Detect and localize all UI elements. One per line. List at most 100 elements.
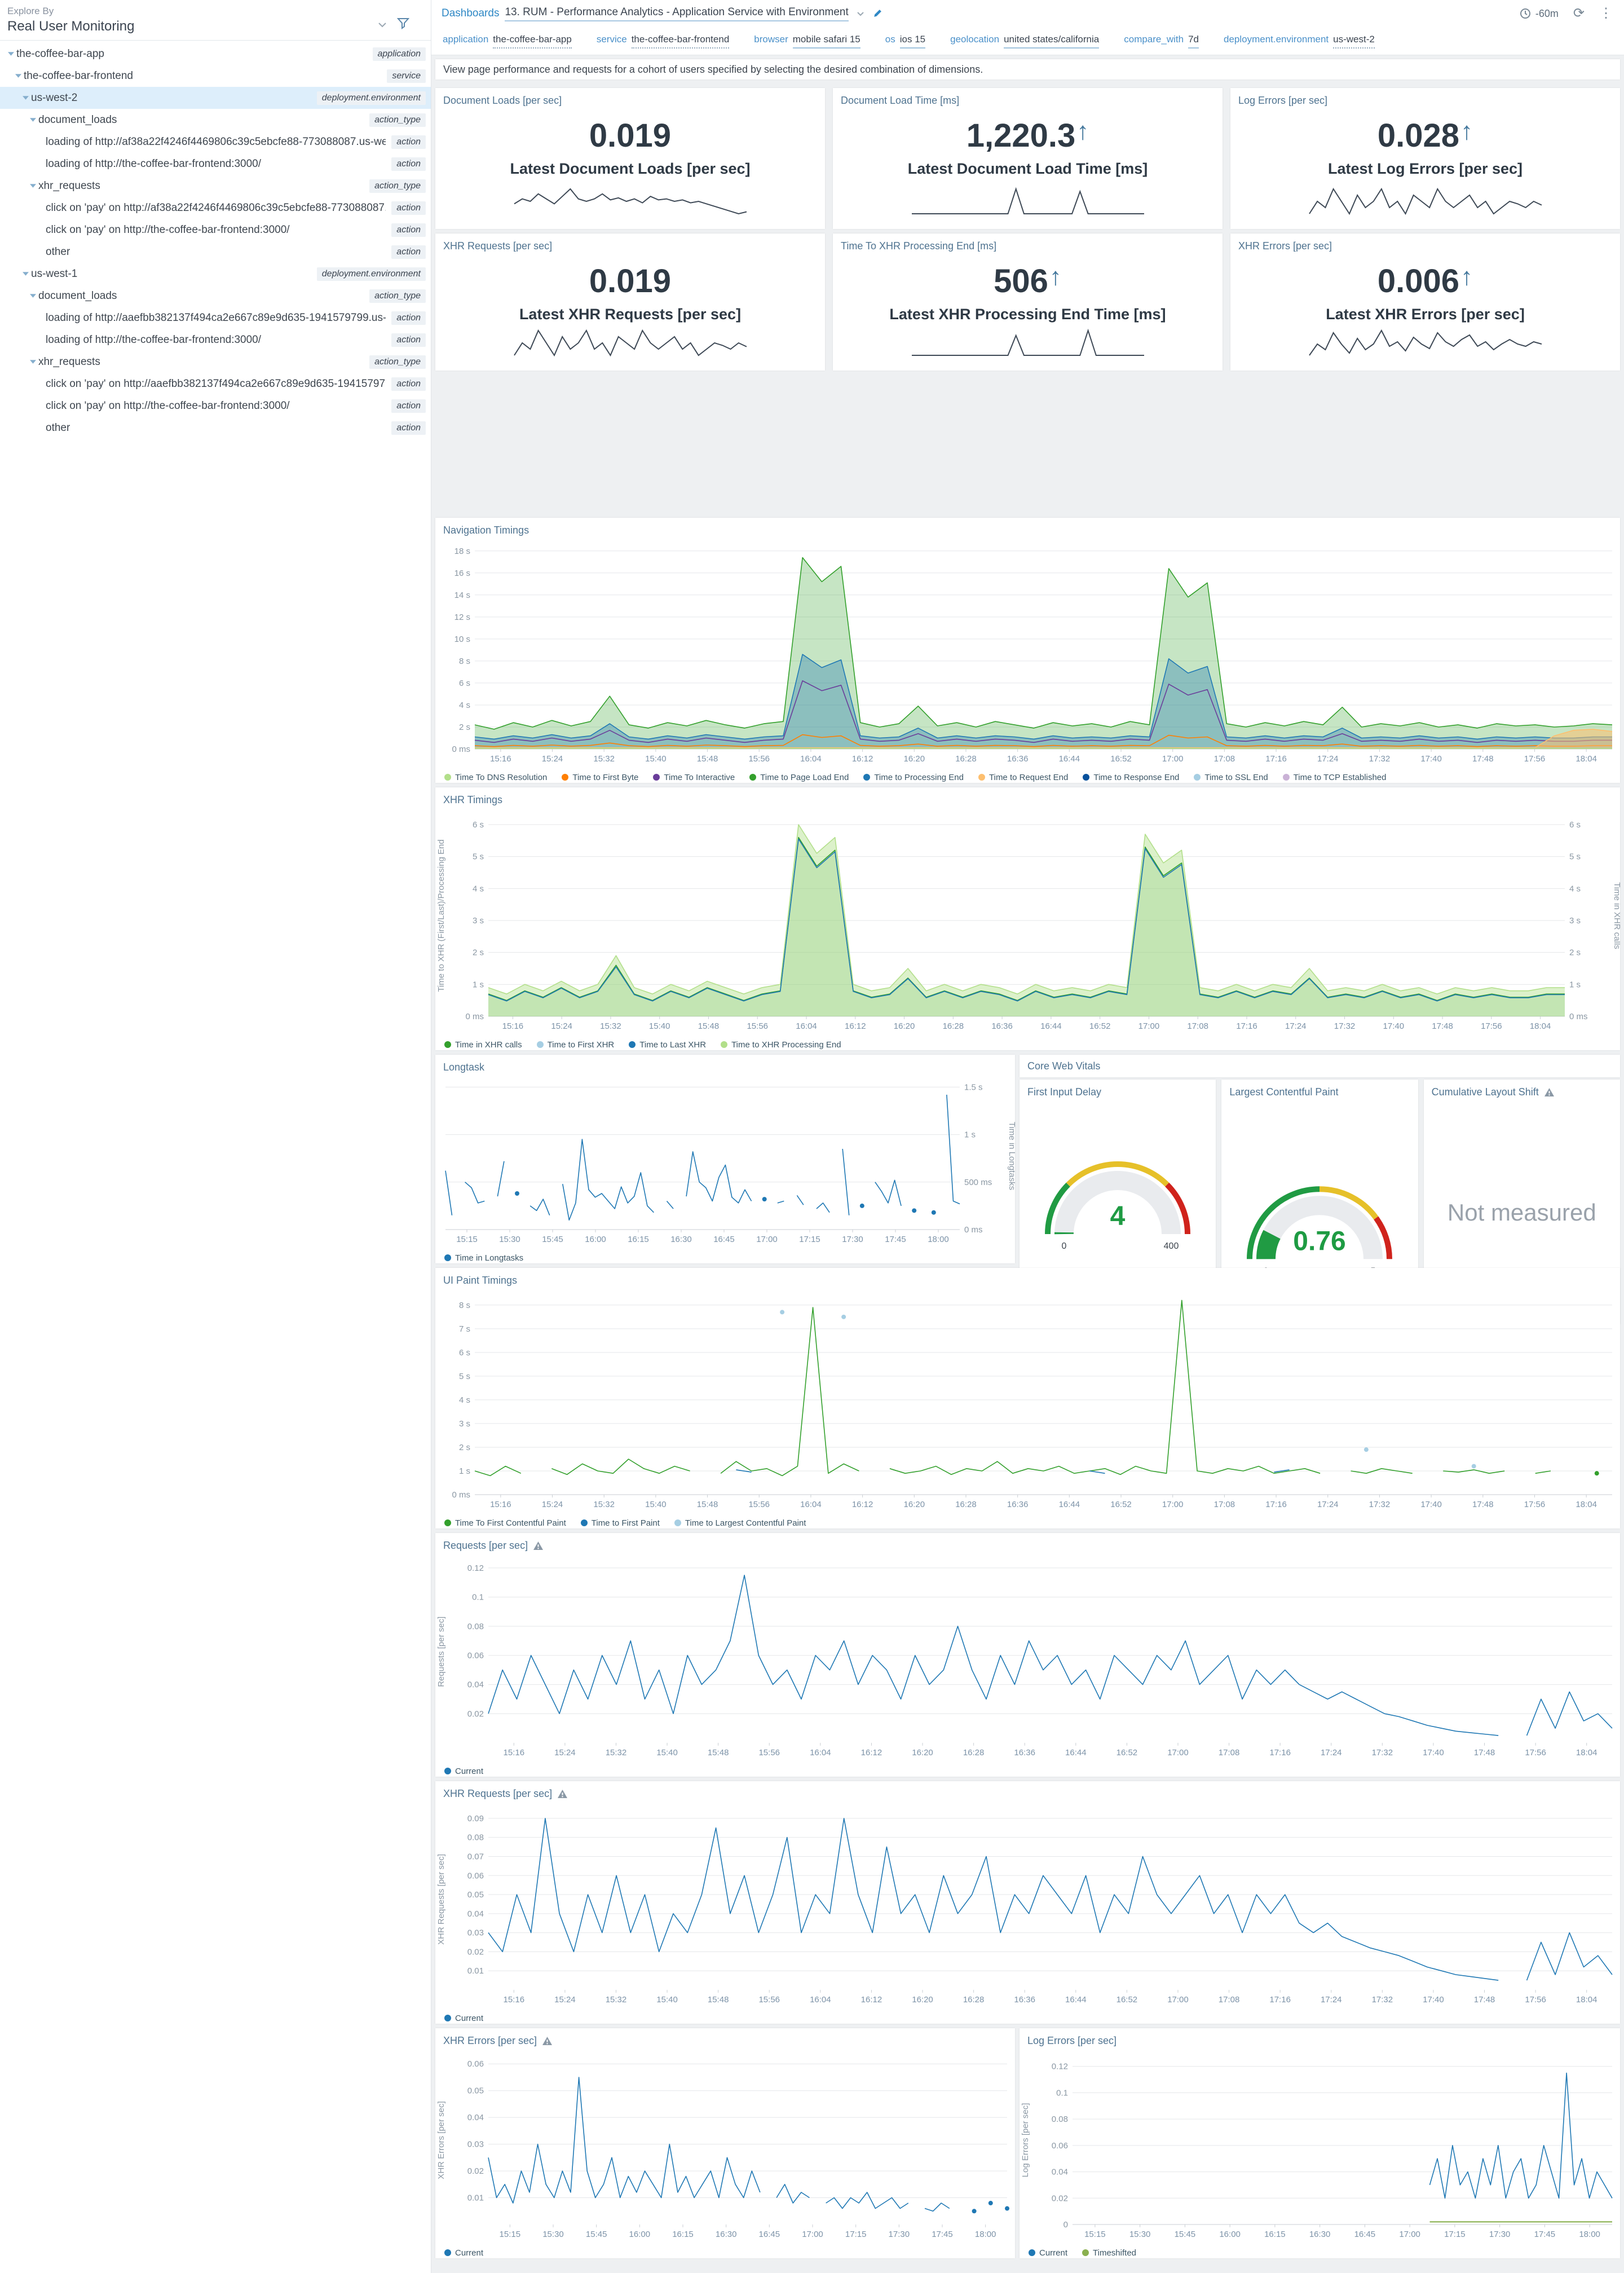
tree-item-label: xhr_requests xyxy=(38,179,100,192)
legend-label: Time to Processing End xyxy=(874,772,964,782)
tree-item[interactable]: loading of http://the-coffee-bar-fronten… xyxy=(0,329,431,351)
legend-item[interactable]: Time to Response End xyxy=(1083,773,1179,782)
breadcrumb[interactable]: Dashboards xyxy=(442,7,500,19)
svg-text:0.03: 0.03 xyxy=(467,2140,484,2149)
tree-item[interactable]: other action xyxy=(0,241,431,263)
legend-item[interactable]: Time to SSL End xyxy=(1194,773,1268,782)
caret-down-icon[interactable] xyxy=(15,74,24,78)
tree-item[interactable]: other action xyxy=(0,417,431,439)
tree-item[interactable]: document_loads action_type xyxy=(0,285,431,307)
tree-item[interactable]: us-west-1 deployment.environment xyxy=(0,263,431,285)
svg-text:0.04: 0.04 xyxy=(467,1909,484,1919)
legend-item[interactable]: Time to Last XHR xyxy=(629,1040,706,1050)
tree-item[interactable]: the-coffee-bar-frontend service xyxy=(0,65,431,87)
filter-chip-application[interactable]: application the-coffee-bar-app xyxy=(443,34,572,49)
filter-chip-compare-with[interactable]: compare_with 7d xyxy=(1124,34,1199,49)
tree-item[interactable]: xhr_requests action_type xyxy=(0,351,431,373)
legend-item[interactable]: Time to Page Load End xyxy=(749,773,849,782)
svg-text:16:52: 16:52 xyxy=(1116,1995,1138,2005)
filter-chip-service[interactable]: service the-coffee-bar-frontend xyxy=(597,34,730,49)
tree-item-label: click on 'pay' on http://the-coffee-bar-… xyxy=(46,223,290,236)
svg-text:17:40: 17:40 xyxy=(1420,754,1442,764)
edit-icon[interactable] xyxy=(872,9,882,19)
legend-item[interactable]: Time to XHR Processing End xyxy=(721,1040,841,1050)
legend-item[interactable]: Current xyxy=(444,2248,483,2258)
legend-item[interactable]: Time To Interactive xyxy=(653,773,735,782)
svg-text:12 s: 12 s xyxy=(454,613,470,622)
description-panel: View page performance and requests for a… xyxy=(435,59,1620,80)
svg-text:15:16: 15:16 xyxy=(504,1748,525,1757)
explore-by-selector[interactable]: Real User Monitoring xyxy=(7,19,135,34)
legend-item[interactable]: Current xyxy=(1029,2248,1067,2258)
tree-item[interactable]: document_loads action_type xyxy=(0,109,431,131)
caret-down-icon[interactable] xyxy=(30,294,38,298)
metric-title-text: Log Errors [per sec] xyxy=(1238,95,1328,106)
tree-item[interactable]: click on 'pay' on http://the-coffee-bar-… xyxy=(0,395,431,417)
svg-text:15:24: 15:24 xyxy=(554,1995,576,2005)
legend-item[interactable]: Time in XHR calls xyxy=(444,1040,522,1050)
legend-item[interactable]: Time to TCP Established xyxy=(1282,773,1386,782)
filter-chip-label: geolocation xyxy=(950,33,1000,45)
metric-title: Time To XHR Processing End [ms] xyxy=(833,234,1223,254)
title-chevron-down-icon[interactable] xyxy=(857,11,864,16)
chart-title: XHR Requests [per sec] xyxy=(435,1781,1620,1802)
legend-label: Time to First Paint xyxy=(591,1518,660,1528)
caret-down-icon[interactable] xyxy=(30,360,38,364)
svg-text:16:36: 16:36 xyxy=(1014,1995,1035,2005)
tree-item[interactable]: loading of http://the-coffee-bar-fronten… xyxy=(0,153,431,175)
xhr-timings-panel: XHR Timings 6 s 6 s 5 s 5 s 4 s 4 s 3 s 3 s 2 s 2 … xyxy=(435,787,1622,1050)
tree-item[interactable]: loading of http://af38a22f4246f4469806c3… xyxy=(0,131,431,153)
caret-down-icon[interactable] xyxy=(30,118,38,122)
caret-down-icon[interactable] xyxy=(23,272,31,276)
tree-item-label: click on 'pay' on http://aaefbb382137f49… xyxy=(46,377,386,390)
tree-item-label: loading of http://af38a22f4246f4469806c3… xyxy=(46,135,386,148)
filter-icon[interactable] xyxy=(396,18,410,32)
svg-text:17:56: 17:56 xyxy=(1524,754,1546,764)
refresh-icon[interactable]: ⟳ xyxy=(1573,6,1585,21)
legend-item[interactable]: Time in Longtasks xyxy=(444,1253,523,1263)
chart-legend: Time in Longtasks xyxy=(435,1249,1015,1266)
tree-item[interactable]: xhr_requests action_type xyxy=(0,175,431,197)
legend-item[interactable]: Time to First Byte xyxy=(562,773,638,782)
caret-down-icon[interactable] xyxy=(8,52,16,56)
legend-item[interactable]: Time to Request End xyxy=(978,773,1068,782)
tree-item[interactable]: loading of http://aaefbb382137f494ca2e66… xyxy=(0,307,431,329)
tree-item-badge: action xyxy=(391,223,426,237)
chart-plot: 0.12 0.1 0.08 0.06 0.04 0.02 0 Log Errors [per … xyxy=(1020,2049,1620,2244)
legend-label: Time to Largest Contentful Paint xyxy=(685,1518,806,1528)
legend-label: Time to Last XHR xyxy=(639,1039,707,1050)
svg-text:17:00: 17:00 xyxy=(1167,1748,1189,1757)
legend-item[interactable]: Time To First Contentful Paint xyxy=(444,1518,566,1528)
tree-item[interactable]: click on 'pay' on http://the-coffee-bar-… xyxy=(0,219,431,241)
legend-item[interactable]: Time to First XHR xyxy=(536,1040,614,1050)
legend-item[interactable]: Timeshifted xyxy=(1082,2248,1136,2258)
legend-item[interactable]: Time to Processing End xyxy=(863,773,964,782)
tree-item[interactable]: us-west-2 deployment.environment xyxy=(0,87,431,109)
tree-item[interactable]: the-coffee-bar-app application xyxy=(0,43,431,65)
svg-text:0.04: 0.04 xyxy=(467,1680,484,1690)
filter-chip-geolocation[interactable]: geolocation united states/california xyxy=(950,33,1100,49)
filter-chip-os[interactable]: os ios 15 xyxy=(885,34,926,49)
kebab-menu-icon[interactable]: ⋮ xyxy=(1599,6,1613,21)
tree-item-badge: deployment.environment xyxy=(316,91,426,105)
svg-text:15:56: 15:56 xyxy=(748,754,770,764)
time-range-picker[interactable]: -60m xyxy=(1520,8,1559,20)
caret-down-icon[interactable] xyxy=(30,184,38,188)
legend-item[interactable]: Time to Largest Contentful Paint xyxy=(674,1518,806,1528)
tree-item[interactable]: click on 'pay' on http://aaefbb382137f49… xyxy=(0,373,431,395)
filter-chip-browser[interactable]: browser mobile safari 15 xyxy=(754,34,860,49)
chevron-down-icon[interactable] xyxy=(378,20,387,30)
svg-text:17:56: 17:56 xyxy=(1525,1748,1546,1757)
svg-text:16:20: 16:20 xyxy=(904,754,925,764)
svg-text:16:30: 16:30 xyxy=(670,1235,692,1244)
filter-chip-deployment-environment[interactable]: deployment.environment us-west-2 xyxy=(1224,34,1375,49)
legend-item[interactable]: Time To DNS Resolution xyxy=(444,773,547,782)
legend-dot xyxy=(1083,774,1090,781)
legend-dot xyxy=(653,774,660,781)
legend-item[interactable]: Time to First Paint xyxy=(580,1518,660,1528)
legend-item[interactable]: Current xyxy=(444,1767,483,1776)
caret-down-icon[interactable] xyxy=(23,96,31,100)
tree-item[interactable]: click on 'pay' on http://af38a22f4246f44… xyxy=(0,197,431,219)
legend-item[interactable]: Current xyxy=(444,2014,483,2023)
page-title[interactable]: 13. RUM - Performance Analytics - Applic… xyxy=(505,6,849,21)
